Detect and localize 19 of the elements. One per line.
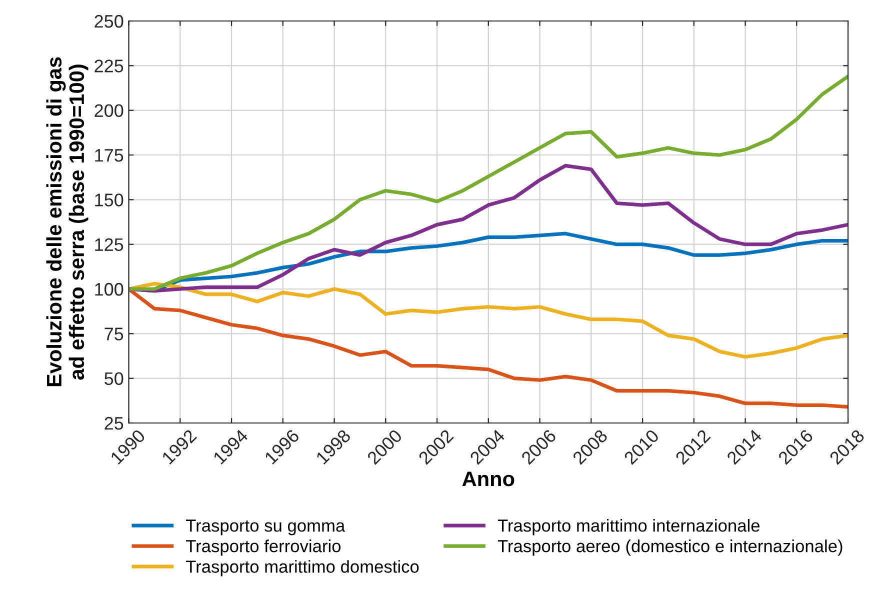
y-tick-label: 50 [104, 372, 124, 386]
y-tick-label: 125 [95, 238, 124, 252]
y-tick-label: 25 [104, 416, 124, 430]
y-tick-label: 150 [95, 194, 124, 206]
y-tick-label: 100 [95, 282, 124, 296]
x-axis-title: Anno [462, 472, 514, 486]
y-tick-label: 75 [104, 328, 124, 340]
y-tick-label: 175 [95, 149, 124, 162]
legend-label: Trasporto ferroviario [186, 540, 341, 556]
y-tick-label: 225 [94, 60, 124, 72]
legend-label: Trasporto aereo (domestico e internazionale) [498, 540, 842, 556]
y-tick-label: 250 [94, 14, 124, 28]
legend-label: Trasporto su gomma [186, 520, 346, 536]
y-tick-label: 200 [94, 104, 124, 118]
legend-label: Trasporto marittimo internazionale [498, 519, 760, 536]
line-series [128, 282, 848, 359]
y-axis-title: Evoluzione delle emissioni di gas ad effetto serra (base 1990=100) [46, 57, 88, 386]
legend-label: Trasporto marittimo domestico [186, 560, 419, 576]
line-series [128, 74, 848, 291]
